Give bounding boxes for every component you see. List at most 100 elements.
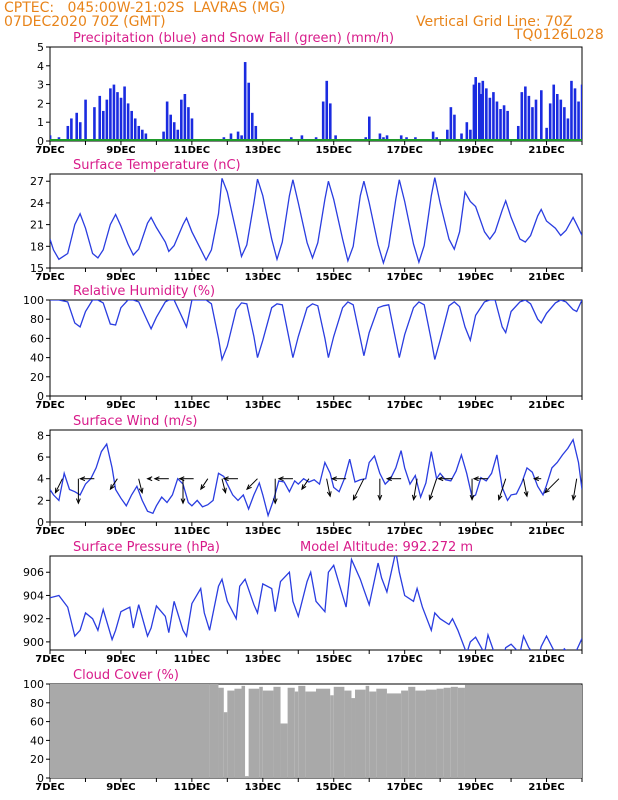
wind-vector-arrow: [75, 478, 81, 505]
precip-bar: [254, 125, 258, 141]
y-tick-label: 100: [23, 294, 44, 307]
arrow-head: [437, 476, 444, 482]
wind-vector-arrow: [326, 478, 332, 498]
x-tick-label: 17DEC: [386, 272, 422, 283]
panel-title: Surface Wind (m/s): [73, 414, 197, 429]
y-tick-label: 60: [30, 716, 44, 729]
cloud-cover-bar: [457, 687, 465, 778]
y-tick-label: 18: [30, 240, 44, 253]
wind-vector-arrow: [571, 478, 578, 501]
arrow-head: [180, 498, 186, 505]
arrow-head: [277, 476, 284, 482]
cloud-cover-bar: [351, 698, 356, 778]
wind-vector-arrow: [222, 476, 238, 482]
wind-vector-arrow: [352, 478, 365, 501]
precip-bar: [321, 101, 325, 141]
cloud-cover-bar: [386, 693, 402, 778]
precip-bar: [580, 84, 582, 141]
wind-vector-arrow: [469, 478, 475, 501]
x-tick-label: 11DEC: [174, 654, 210, 665]
precip-bar: [112, 84, 116, 141]
plot-frame: [49, 173, 583, 269]
precip-bar: [527, 95, 531, 141]
precip-bar: [469, 129, 472, 141]
arrow-head: [153, 476, 160, 482]
arrow-shaft: [429, 478, 438, 500]
y-tick-label: 4: [37, 473, 44, 486]
x-tick-label: 21DEC: [528, 654, 564, 665]
precip-bar: [506, 110, 509, 141]
x-tick-label: 11DEC: [174, 782, 210, 793]
y-tick-label: 0: [37, 772, 44, 785]
wind-vector-arrow: [301, 478, 310, 491]
cloud-cover-bar: [425, 689, 437, 778]
y-tick-label: 2: [37, 97, 44, 110]
x-tick-label: 11DEC: [174, 272, 210, 283]
cloud-cover-bar: [415, 690, 426, 778]
y-tick-label: 80: [30, 313, 44, 326]
series-line: [50, 177, 582, 266]
cloud-cover-bar: [273, 686, 281, 778]
precip-bar: [102, 110, 105, 141]
precip-bar: [130, 110, 133, 141]
x-tick-label: 21DEC: [528, 400, 564, 411]
y-tick-label: 60: [30, 332, 44, 345]
precip-bar: [137, 125, 141, 141]
x-tick-label: 15DEC: [316, 145, 352, 156]
arrow-head: [109, 484, 115, 491]
precip-bar: [570, 80, 573, 141]
cloud-cover-bar: [245, 776, 249, 778]
cloud-cover-bar: [408, 686, 416, 778]
x-tick-label: 9DEC: [106, 145, 135, 156]
x-tick-label: 9DEC: [106, 654, 135, 665]
precip-bar: [465, 122, 469, 141]
precip-bar: [98, 95, 102, 141]
arrow-head: [472, 476, 479, 482]
arrow-shaft: [138, 478, 143, 493]
precip-bar: [190, 118, 194, 141]
panel-6: 0 20 40 60 80 100 7DEC 9DEC 11DEC 13DEC 15DEC 17DEC…: [23, 668, 583, 793]
arrow-shaft: [544, 478, 560, 494]
precip-bar: [545, 127, 548, 141]
cloud-cover-bar: [365, 685, 370, 778]
wind-vector-arrow: [79, 476, 95, 482]
arrow-head: [330, 476, 337, 482]
wind-vector-arrow: [428, 478, 438, 501]
panel-4: 0 2 4 6 8 7DEC 9DEC 11DEC 13DEC 15DEC 17DEC 19DEC 21…: [35, 414, 583, 537]
x-tick-label: 15DEC: [316, 654, 352, 665]
precip-bar: [165, 101, 169, 141]
precip-bar: [399, 135, 403, 141]
precip-bar: [520, 92, 524, 141]
precip-bar: [172, 122, 176, 141]
cloud-cover-bar: [298, 685, 306, 778]
run-date: 07DEC2020 70Z (GMT): [4, 14, 166, 30]
x-tick-label: 7DEC: [35, 145, 64, 156]
precip-bar: [176, 129, 180, 141]
arrow-head: [146, 476, 153, 482]
cloud-cover-bar: [287, 687, 295, 778]
cloud-cover-bar: [376, 688, 387, 778]
wind-vector-arrow: [54, 478, 63, 494]
cloud-cover-bar: [436, 688, 444, 778]
y-tick-label: 100: [23, 678, 44, 691]
plot-frame: [49, 46, 583, 142]
arrow-shaft: [326, 478, 331, 497]
y-tick-label: 20: [30, 753, 44, 766]
cloud-cover-bar: [401, 690, 409, 778]
precip-bar: [485, 88, 488, 141]
precip-bar: [243, 62, 247, 141]
x-tick-label: 11DEC: [174, 526, 210, 537]
y-tick-label: 0: [37, 390, 44, 403]
panel-title: Surface Temperature (nC): [73, 158, 241, 173]
panel-5: 900 902 904 906 7DEC 9DEC 11DEC 13DEC 15DEC 17DEC…: [23, 540, 583, 665]
precip-bar: [460, 133, 463, 141]
cloud-cover-bar: [333, 686, 345, 778]
arrow-head: [428, 494, 434, 501]
x-tick-label: 9DEC: [106, 400, 135, 411]
precip-bar: [116, 92, 119, 141]
x-tick-label: 7DEC: [35, 400, 64, 411]
precip-bar: [453, 114, 456, 141]
precip-bar: [236, 131, 240, 141]
panel-1: 0 1 2 3 4 5 7DEC 9DEC 11DEC 13DEC 15DEC 17DEC 19DEC 2…: [35, 31, 583, 156]
